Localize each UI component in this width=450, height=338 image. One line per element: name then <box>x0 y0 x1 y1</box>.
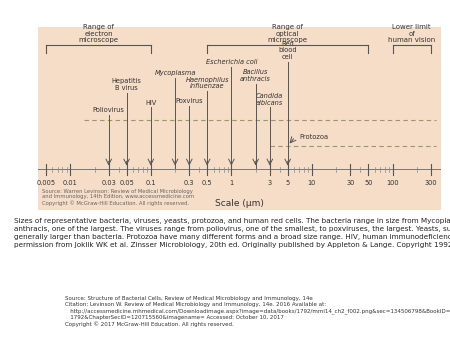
Text: Poxvirus: Poxvirus <box>176 98 203 104</box>
Text: 100: 100 <box>386 180 399 186</box>
Text: Scale (μm): Scale (μm) <box>215 199 264 208</box>
Text: 3: 3 <box>268 180 272 186</box>
Text: Mc
Graw
Hill
Education: Mc Graw Hill Education <box>18 303 52 324</box>
Text: Candida
albicans: Candida albicans <box>256 93 284 105</box>
Text: 0.005: 0.005 <box>36 180 56 186</box>
Text: Escherichia coli: Escherichia coli <box>206 59 257 65</box>
Text: Protozoa: Protozoa <box>300 134 328 140</box>
Text: Bacillus
anthracis: Bacillus anthracis <box>240 69 271 82</box>
Text: HIV: HIV <box>145 99 157 105</box>
Text: 10: 10 <box>308 180 316 186</box>
Text: 0.3: 0.3 <box>184 180 194 186</box>
Text: Sizes of representative bacteria, viruses, yeasts, protozoa, and human red cells: Sizes of representative bacteria, viruse… <box>14 218 450 248</box>
Text: Red
blood
cell: Red blood cell <box>279 41 297 60</box>
Text: 300: 300 <box>425 180 437 186</box>
Text: Haemophilus
influenzae: Haemophilus influenzae <box>185 77 229 89</box>
Text: Mycoplasma: Mycoplasma <box>154 70 196 76</box>
Text: 50: 50 <box>364 180 373 186</box>
Text: Source: Warren Levinson: Review of Medical Microbiology
and Immunology, 14th Edi: Source: Warren Levinson: Review of Medic… <box>42 189 194 206</box>
Text: Lower limit
of
human vision: Lower limit of human vision <box>388 24 435 44</box>
Text: Source: Structure of Bacterial Cells, Review of Medical Microbiology and Immunol: Source: Structure of Bacterial Cells, Re… <box>65 296 450 327</box>
Text: Range of
electron
microscope: Range of electron microscope <box>78 24 118 44</box>
Text: 5: 5 <box>286 180 290 186</box>
Text: Hepatitis
B virus: Hepatitis B virus <box>112 78 142 91</box>
Text: Poliovirus: Poliovirus <box>93 107 125 113</box>
Text: 30: 30 <box>346 180 355 186</box>
Text: 0.1: 0.1 <box>146 180 156 186</box>
Text: 0.03: 0.03 <box>101 180 116 186</box>
Text: 0.01: 0.01 <box>63 180 78 186</box>
Text: 0.5: 0.5 <box>202 180 212 186</box>
Text: 0.05: 0.05 <box>119 180 134 186</box>
Text: 1: 1 <box>230 180 234 186</box>
Text: Range of
optical
microscope: Range of optical microscope <box>268 24 308 44</box>
